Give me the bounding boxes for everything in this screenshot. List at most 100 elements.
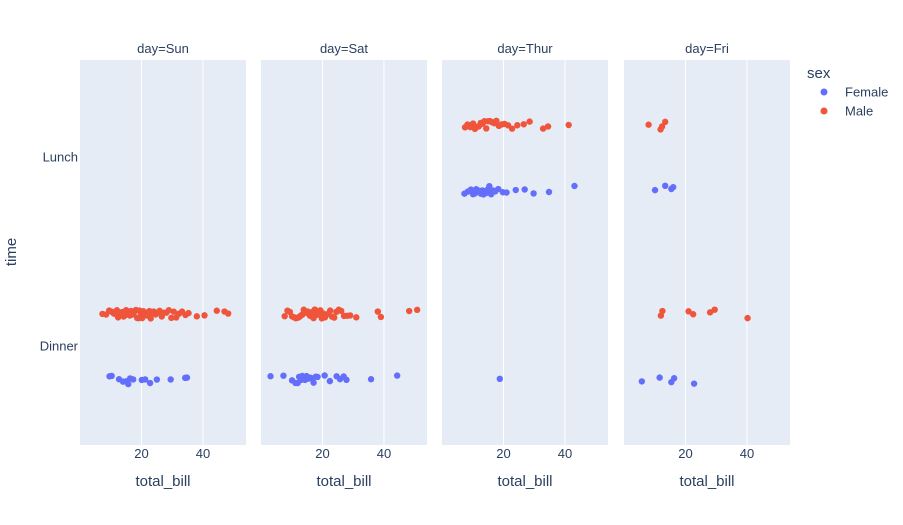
- data-point-female: [326, 377, 334, 385]
- x-axis-title: total_bill: [135, 473, 190, 490]
- data-point-male: [326, 307, 334, 314]
- data-point-female: [141, 376, 149, 383]
- data-point-male: [281, 312, 288, 320]
- data-point-male: [526, 118, 533, 125]
- x-tick-label: 20: [678, 446, 692, 461]
- facet-panel: 20 40 day=Thur total_bill: [442, 41, 608, 490]
- legend-title: sex: [807, 65, 831, 82]
- y-tick-label: Dinner: [40, 339, 79, 354]
- facet-panels: 20 40 day=Sun total_bill 20 40 day=Sat total_bi…: [80, 41, 790, 490]
- data-point-male: [377, 313, 385, 321]
- data-point-female: [267, 373, 274, 380]
- data-point-male: [711, 306, 718, 313]
- data-point-male: [193, 313, 201, 320]
- data-point-female: [314, 373, 321, 381]
- panel-background: [442, 60, 608, 445]
- data-point-male: [185, 309, 192, 317]
- legend-label-female: Female: [845, 85, 888, 100]
- data-point-male: [544, 123, 552, 130]
- data-point-male: [147, 315, 154, 322]
- data-point-female: [167, 376, 174, 383]
- data-point-male: [405, 307, 413, 315]
- data-point-male: [213, 307, 220, 314]
- panel-background: [624, 60, 790, 445]
- data-point-male: [413, 306, 421, 314]
- x-tick-label: 40: [196, 446, 210, 461]
- data-point-female: [125, 380, 132, 388]
- data-point-female: [108, 372, 115, 380]
- data-point-female: [183, 374, 191, 381]
- data-point-male: [689, 311, 697, 318]
- data-point-male: [330, 314, 338, 321]
- facet-title: day=Fri: [685, 41, 729, 56]
- data-point-male: [165, 307, 173, 314]
- data-point-female: [496, 375, 503, 383]
- legend-marker-female: [820, 88, 828, 96]
- data-point-male: [514, 122, 521, 129]
- data-point-female: [669, 183, 677, 191]
- data-point-female: [321, 372, 328, 379]
- data-point-female: [393, 372, 401, 379]
- data-point-male: [658, 123, 666, 130]
- data-point-female: [545, 188, 553, 196]
- data-point-female: [310, 379, 317, 386]
- legend-marker-male: [820, 107, 828, 115]
- data-point-male: [520, 121, 527, 128]
- x-tick-label: 20: [134, 446, 148, 461]
- data-point-male: [338, 307, 345, 315]
- data-point-female: [521, 186, 528, 193]
- x-tick-label: 20: [496, 446, 510, 461]
- legend[interactable]: sex Female Male: [807, 65, 888, 119]
- data-point-female: [486, 182, 493, 190]
- x-axis-title: total_bill: [679, 473, 734, 490]
- y-axis-title: time: [3, 238, 20, 266]
- data-point-female: [530, 190, 537, 197]
- x-tick-label: 40: [558, 446, 572, 461]
- legend-item-female[interactable]: Female: [820, 85, 889, 100]
- facet-title: day=Thur: [497, 41, 553, 56]
- data-point-male: [168, 314, 175, 322]
- data-point-female: [571, 182, 578, 190]
- panel-background: [261, 60, 427, 445]
- y-axis-ticks: Lunch Dinner: [40, 150, 79, 354]
- data-point-male: [374, 308, 382, 315]
- data-point-female: [661, 182, 669, 190]
- data-point-male: [744, 314, 751, 322]
- data-point-male: [659, 307, 666, 315]
- data-point-male: [661, 118, 669, 126]
- x-tick-label: 20: [315, 446, 329, 461]
- data-point-female: [503, 189, 510, 196]
- data-point-male: [685, 308, 692, 315]
- data-point-male: [224, 310, 232, 317]
- data-point-male: [201, 312, 208, 319]
- data-point-male: [493, 117, 500, 124]
- data-point-female: [656, 374, 663, 381]
- data-point-male: [565, 121, 572, 129]
- legend-item-male[interactable]: Male: [820, 104, 874, 119]
- data-point-female: [153, 376, 161, 383]
- x-tick-label: 40: [740, 446, 754, 461]
- data-point-female: [146, 379, 154, 387]
- data-point-male: [539, 125, 547, 132]
- x-axis-title: total_bill: [497, 473, 552, 490]
- data-point-male: [645, 121, 652, 128]
- x-tick-label: 40: [377, 446, 391, 461]
- facet-title: day=Sat: [320, 41, 368, 56]
- data-point-female: [670, 375, 678, 382]
- data-point-female: [690, 380, 698, 387]
- data-point-female: [367, 376, 375, 383]
- data-point-female: [343, 376, 350, 384]
- data-point-male: [170, 308, 177, 315]
- data-point-male: [483, 125, 490, 132]
- data-point-female: [495, 185, 502, 193]
- panel-background: [80, 60, 246, 445]
- data-point-female: [129, 376, 137, 383]
- facet-panel: 20 40 day=Sat total_bill: [261, 41, 427, 490]
- facet-panel: 20 40 day=Fri total_bill: [624, 41, 790, 490]
- data-point-male: [353, 314, 360, 321]
- data-point-male: [346, 312, 354, 319]
- x-axis-title: total_bill: [316, 473, 371, 490]
- data-point-female: [280, 372, 287, 379]
- data-point-male: [508, 125, 516, 132]
